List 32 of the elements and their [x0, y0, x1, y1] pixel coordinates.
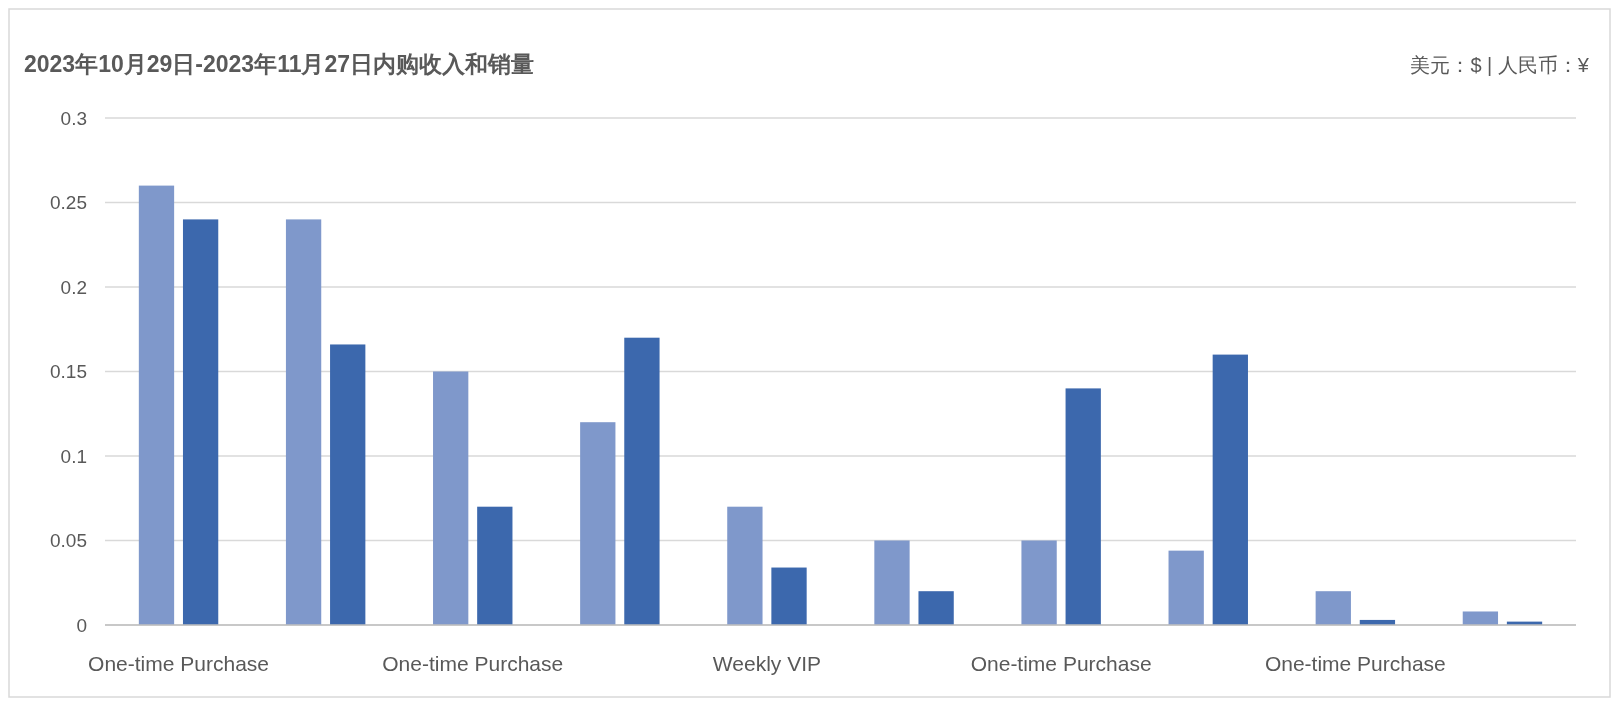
bar: [1212, 354, 1248, 625]
y-tick-label: 0.15: [50, 361, 87, 383]
x-tick-label: One-time Purchase: [88, 652, 270, 675]
y-tick-label: 0.1: [60, 445, 87, 467]
bar: [182, 219, 219, 625]
bar: [1315, 591, 1351, 625]
y-tick-label: 0: [76, 614, 87, 636]
y-tick-label: 0.05: [50, 530, 87, 552]
x-tick-label: One-time Purchase: [970, 652, 1152, 675]
bar: [1168, 550, 1204, 625]
bar: [1065, 388, 1101, 625]
y-tick-label: 0.25: [50, 192, 87, 214]
bar: [285, 219, 322, 625]
y-tick-label: 0.2: [60, 276, 87, 298]
x-tick-label: Weekly VIP: [712, 652, 822, 675]
bar: [771, 567, 807, 625]
chart-title: 2023年10月29日-2023年11月27日内购收入和销量: [24, 51, 535, 77]
bar: [727, 506, 763, 625]
bar: [330, 344, 366, 625]
bar: [1462, 611, 1499, 625]
bar: [1021, 540, 1057, 625]
bar: [918, 591, 954, 625]
y-tick-label: 0.3: [60, 107, 87, 129]
bar: [477, 506, 513, 625]
bar: [433, 371, 469, 625]
bar: [138, 185, 175, 625]
bar: [624, 337, 660, 625]
x-tick-label: One-time Purchase: [1264, 652, 1446, 675]
text: 美元：$ | 人民币：¥: [1410, 54, 1590, 76]
bar: [580, 422, 616, 625]
bar: [874, 540, 910, 625]
x-tick-label: One-time Purchase: [382, 652, 564, 675]
